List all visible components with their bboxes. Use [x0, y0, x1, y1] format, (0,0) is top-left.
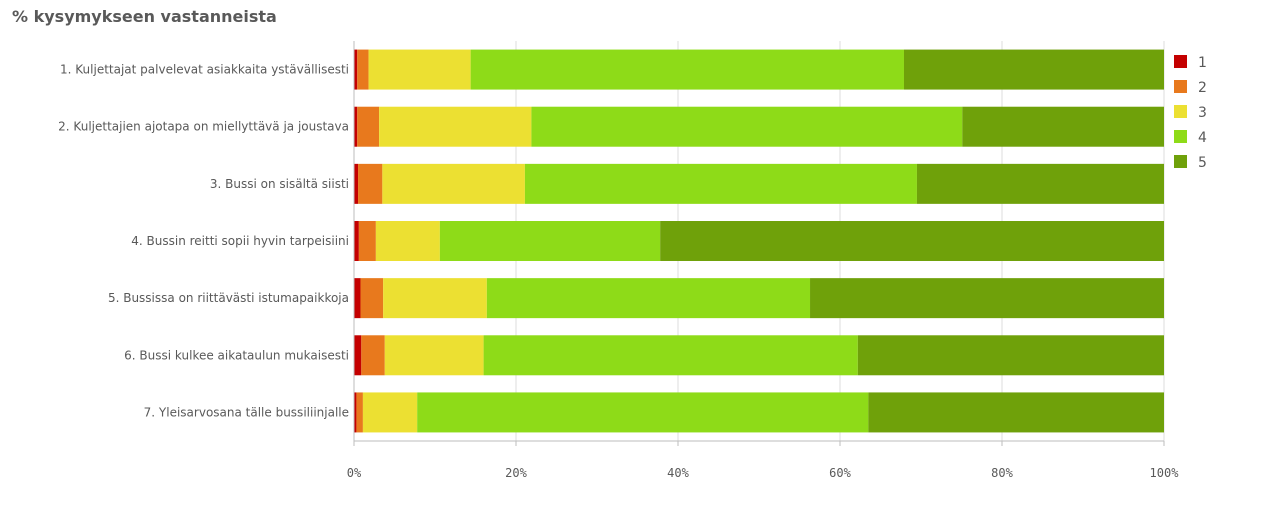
legend-label: 5 [1198, 155, 1207, 171]
bar-segment-1 [354, 278, 361, 319]
legend-label: 3 [1198, 105, 1207, 121]
bar-segment-2 [356, 392, 363, 433]
x-tick-label: 40% [667, 466, 689, 480]
legend-swatch [1174, 105, 1187, 118]
bar-segment-3 [383, 278, 487, 319]
legend-swatch [1174, 155, 1187, 168]
legend-label: 4 [1198, 130, 1207, 146]
category-label: 1. Kuljettajat palvelevat asiakkaita yst… [60, 63, 349, 77]
bar-segment-3 [375, 221, 440, 261]
legend-swatch [1174, 55, 1187, 68]
bar-segment-2 [358, 163, 383, 204]
bar-segment-4 [524, 163, 917, 204]
bar-segment-1 [354, 335, 362, 376]
x-tick-label: 0% [347, 466, 362, 480]
bar-segment-3 [368, 49, 471, 90]
bar-segment-4 [470, 49, 904, 90]
bar-segment-2 [357, 106, 380, 147]
bar-segment-2 [357, 49, 369, 90]
legend-swatch [1174, 130, 1187, 143]
legend-label: 1 [1198, 55, 1207, 71]
bar-segment-3 [379, 106, 532, 147]
bar-segment-5 [810, 278, 1164, 319]
x-tick-label: 100% [1150, 466, 1180, 480]
category-label: 3. Bussi on sisältä siisti [210, 177, 349, 191]
bar-segment-2 [361, 335, 385, 376]
bar-segment-3 [362, 392, 418, 433]
category-label: 4. Bussin reitti sopii hyvin tarpeisiini [131, 234, 349, 248]
bar-segment-5 [903, 49, 1164, 90]
category-label: 7. Yleisarvosana tälle bussiliinjalle [144, 405, 349, 419]
bar-segment-5 [660, 221, 1164, 261]
category-label: 6. Bussi kulkee aikataulun mukaisesti [124, 348, 349, 362]
bar-segment-5 [857, 335, 1164, 376]
bar-segment-3 [384, 335, 484, 376]
bar-segment-1 [354, 163, 359, 204]
chart-title: % kysymykseen vastanneista [12, 7, 277, 26]
bar-segment-1 [354, 106, 358, 147]
category-label: 2. Kuljettajien ajotapa on miellyttävä j… [58, 120, 349, 134]
bar-segment-5 [868, 392, 1164, 433]
bar-segment-4 [531, 106, 963, 147]
bar-segment-2 [358, 221, 376, 261]
bar-segment-1 [354, 221, 359, 261]
bar-segment-1 [354, 49, 358, 90]
category-label: 5. Bussissa on riittävästi istumapaikkoj… [108, 291, 349, 305]
bar-segment-4 [486, 278, 811, 319]
bar-segment-4 [483, 335, 858, 376]
bar-segment-1 [354, 392, 357, 433]
x-tick-label: 80% [991, 466, 1013, 480]
bar-segment-2 [360, 278, 384, 319]
bar-segment-4 [417, 392, 869, 433]
x-tick-label: 20% [505, 466, 527, 480]
legend-swatch [1174, 80, 1187, 93]
legend-label: 2 [1198, 80, 1207, 96]
bar-segment-4 [439, 221, 661, 261]
bar-segment-5 [916, 163, 1164, 204]
x-tick-label: 60% [829, 466, 851, 480]
bar-segment-5 [962, 106, 1164, 147]
bar-segment-3 [382, 163, 525, 204]
